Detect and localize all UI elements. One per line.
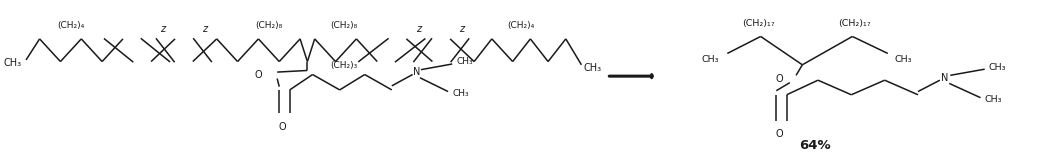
Text: CH₃: CH₃	[456, 57, 473, 66]
Text: CH₃: CH₃	[985, 95, 1002, 104]
Text: O: O	[278, 122, 287, 132]
Text: CH₃: CH₃	[584, 63, 601, 73]
Text: CH₃: CH₃	[452, 89, 469, 98]
Text: (CH₂)₄: (CH₂)₄	[57, 21, 84, 30]
Text: CH₃: CH₃	[989, 63, 1007, 72]
Text: O: O	[254, 69, 263, 80]
Text: N: N	[941, 73, 949, 83]
Text: (CH₂)₁₇: (CH₂)₁₇	[838, 18, 871, 28]
Text: O: O	[775, 74, 784, 84]
Text: 64%: 64%	[799, 139, 830, 152]
Text: (CH₂)₁₇: (CH₂)₁₇	[742, 18, 775, 28]
Text: CH₃: CH₃	[894, 55, 912, 64]
Text: z: z	[202, 24, 206, 34]
Text: O: O	[775, 129, 784, 139]
Text: z: z	[160, 24, 165, 34]
Text: (CH₂)₈: (CH₂)₈	[255, 21, 282, 30]
Text: N: N	[413, 67, 421, 77]
Text: (CH₂)₈: (CH₂)₈	[330, 21, 357, 30]
Text: CH₃: CH₃	[701, 55, 719, 64]
Text: z: z	[460, 24, 464, 34]
Text: CH₃: CH₃	[3, 58, 21, 68]
Text: z: z	[417, 24, 421, 34]
Text: (CH₂)₃: (CH₂)₃	[330, 61, 357, 70]
Text: (CH₂)₄: (CH₂)₄	[507, 21, 535, 30]
